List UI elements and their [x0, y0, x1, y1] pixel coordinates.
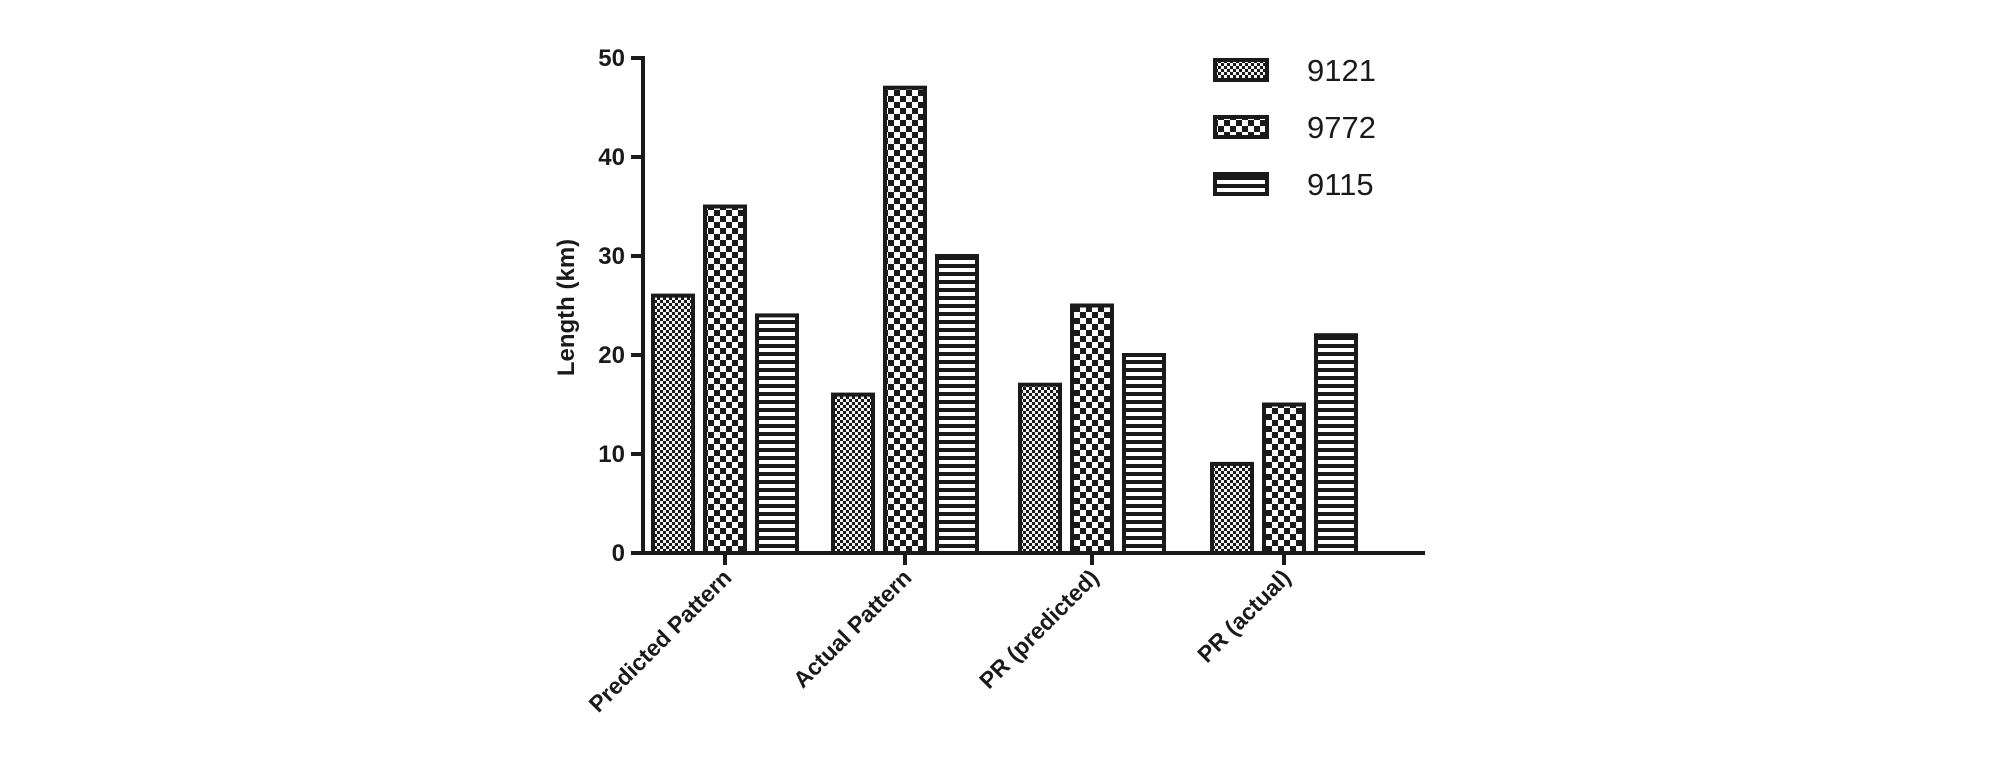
bar-9121-3	[1210, 461, 1254, 555]
legend-swatch-9772	[1213, 115, 1269, 139]
x-category-label: Actual Pattern	[788, 564, 917, 693]
y-tick-label: 30	[598, 243, 625, 270]
bar-9115-2	[1122, 353, 1166, 555]
bar-9115-3	[1314, 333, 1358, 556]
legend-swatch-9115	[1213, 172, 1269, 196]
bar-9121-0	[651, 293, 695, 555]
bar-9121-2	[1018, 382, 1062, 556]
y-tick-label: 10	[598, 441, 625, 468]
legend-swatch-9121	[1213, 58, 1269, 82]
bar-9772-0	[703, 204, 747, 555]
y-tick-label: 0	[612, 540, 625, 567]
bar-9772-2	[1070, 303, 1114, 555]
x-category-label: PR (actual)	[1192, 564, 1295, 667]
bar-9115-1	[935, 254, 979, 555]
y-tick-label: 20	[598, 342, 625, 369]
bar-9772-3	[1262, 402, 1306, 555]
bar-9121-1	[831, 392, 875, 555]
x-category-label: PR (predicted)	[974, 564, 1104, 694]
legend-label-9121: 9121	[1307, 53, 1376, 88]
x-category-label: Predicted Pattern	[583, 564, 736, 717]
legend-label-9772: 9772	[1307, 110, 1376, 145]
legend-label-9115: 9115	[1307, 167, 1374, 202]
y-tick-label: 50	[598, 45, 625, 72]
y-axis-title: Length (km)	[553, 239, 580, 376]
bars	[651, 85, 1358, 556]
bar-9115-0	[755, 313, 799, 555]
legend: 9121 9772 9115	[1213, 53, 1376, 202]
y-tick-label: 40	[598, 144, 625, 171]
bar-9772-1	[883, 85, 927, 555]
